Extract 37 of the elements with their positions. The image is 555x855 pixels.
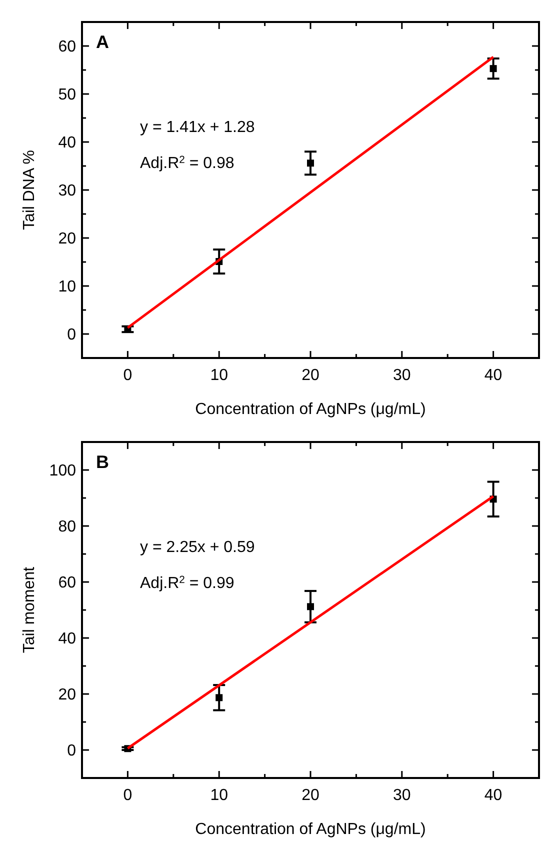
x-tick-label: 10 (210, 787, 228, 804)
y-tick-label: 80 (58, 518, 76, 536)
text: B (96, 452, 109, 472)
y-tick-label: 100 (49, 462, 76, 480)
x-tick-label: 40 (484, 787, 502, 804)
text: A (96, 32, 109, 52)
x-tick-label: 20 (302, 367, 320, 384)
point (490, 65, 497, 72)
y-tick-label: 20 (58, 686, 76, 704)
x-tick-label: 0 (123, 787, 132, 804)
y-tick-label: 60 (58, 574, 76, 592)
y-tick-label: 40 (58, 134, 76, 152)
x-tick-label: 30 (393, 787, 411, 804)
point (216, 694, 223, 702)
x-tick-label: 20 (302, 787, 320, 804)
x-tick-label: 40 (484, 367, 502, 384)
annotation: y = 1.41x + 1.28 (140, 119, 255, 136)
x-axis-title: Concentration of AgNPs (μg/mL) (195, 401, 426, 418)
annotation: y = 2.25x + 0.59 (140, 539, 255, 556)
y-tick-label: 10 (58, 278, 76, 296)
y-tick-label: 0 (67, 742, 76, 760)
x-tick-label: 0 (123, 367, 132, 384)
y-tick-label: 60 (58, 38, 76, 56)
annotation: Adj.R$^{2}$ = 0.98 (140, 154, 234, 172)
y-tick-label: 0 (67, 326, 76, 344)
y-axis-title: Tail moment (21, 566, 38, 654)
y-tick-label: 30 (58, 182, 76, 200)
x-tick-label: 30 (393, 367, 411, 384)
annotation: Adj.R$^{2}$ = 0.99 (140, 574, 234, 592)
y-axis-title: Tail DNA % (21, 150, 38, 230)
y-tick-label: 50 (58, 86, 76, 104)
y-tick-label: 20 (58, 230, 76, 248)
point (307, 603, 314, 610)
x-tick-label: 10 (210, 367, 228, 384)
point (307, 160, 314, 167)
y-tick-label: 40 (58, 630, 76, 648)
x-axis-title: Concentration of AgNPs (μg/mL) (195, 821, 426, 838)
